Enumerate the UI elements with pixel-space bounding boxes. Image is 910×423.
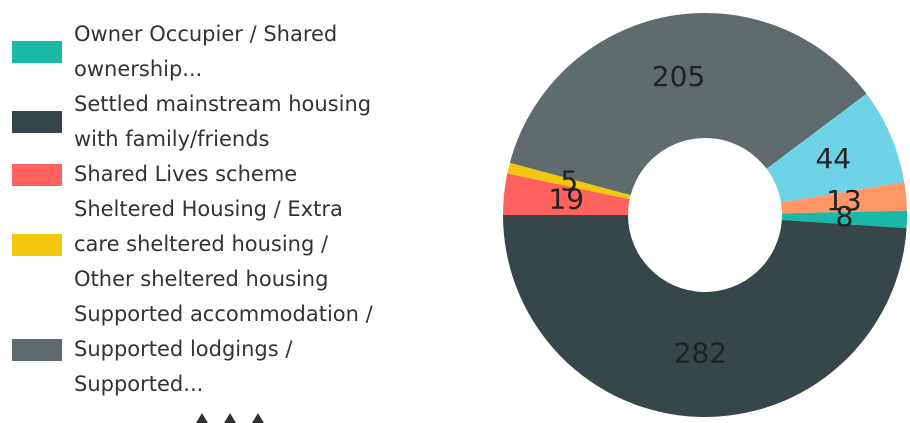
slice <box>766 93 905 203</box>
legend-entry[interactable]: Sheltered Housing / Extra care sheltered… <box>12 192 412 297</box>
legend-entry[interactable]: Owner Occupier / Shared ownership... <box>12 17 412 87</box>
legend-label: Owner Occupier / Shared ownership... <box>74 22 338 81</box>
legend: Owner Occupier / Shared ownership... Sett… <box>12 17 412 402</box>
data-label: 13 <box>826 184 862 217</box>
legend-label: Sheltered Housing / Extra care sheltered… <box>74 197 343 291</box>
slice <box>781 210 907 229</box>
legend-swatch <box>12 41 62 63</box>
slice <box>503 173 630 215</box>
data-label: 5 <box>560 165 578 198</box>
data-label: 282 <box>674 336 727 369</box>
slice <box>780 182 907 214</box>
legend-entry[interactable]: Settled mainstream housing with family/f… <box>12 87 412 157</box>
slice <box>509 12 867 196</box>
data-label: 205 <box>652 60 705 93</box>
legend-swatch <box>12 111 62 133</box>
data-label: 19 <box>548 183 584 216</box>
more-indicator[interactable] <box>190 410 270 423</box>
legend-label: Settled mainstream housing with family/f… <box>74 92 372 151</box>
data-label: 44 <box>815 142 851 175</box>
slice <box>503 215 907 417</box>
legend-swatch <box>12 163 62 186</box>
legend-swatch <box>12 338 62 361</box>
data-label: 8 <box>836 200 854 233</box>
slice <box>507 162 631 200</box>
legend-label: Shared Lives scheme <box>74 162 298 186</box>
legend-entry[interactable]: Shared Lives scheme <box>12 157 412 192</box>
legend-label: Supported accommodation / Supported lodg… <box>74 302 373 396</box>
legend-entry[interactable]: Supported accommodation / Supported lodg… <box>12 297 412 402</box>
legend-swatch <box>12 233 62 256</box>
